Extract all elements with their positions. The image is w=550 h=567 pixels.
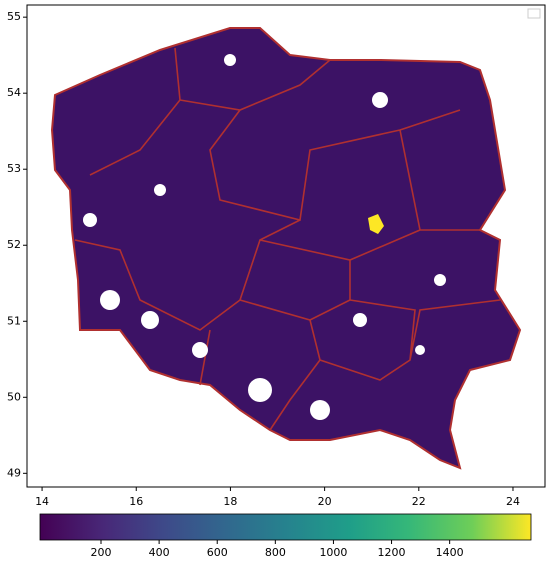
x-tick-label: 18 [223, 495, 237, 508]
y-tick-label: 55 [7, 10, 21, 23]
y-tick-label: 51 [7, 314, 21, 327]
y-tick-label: 49 [7, 466, 21, 479]
y-tick-label: 50 [7, 390, 21, 403]
x-tick-label: 22 [412, 495, 426, 508]
colorbar-tick-label: 1200 [378, 546, 406, 559]
x-tick-label: 24 [506, 495, 520, 508]
country-shape [50, 27, 522, 470]
y-tick-label: 53 [7, 162, 21, 175]
x-tick-label: 16 [129, 495, 143, 508]
highlight-region [368, 214, 384, 234]
colorbar [39, 513, 532, 541]
map [50, 27, 522, 470]
colorbar-tick-label: 1000 [319, 546, 347, 559]
x-tick-label: 14 [35, 495, 49, 508]
y-tick-label: 54 [7, 86, 21, 99]
colorbar-tick-label: 1400 [436, 546, 464, 559]
colorbar-tick-label: 800 [265, 546, 286, 559]
legend-box [527, 8, 541, 19]
colorbar-tick-label: 600 [207, 546, 228, 559]
colorbar-tick-label: 400 [149, 546, 170, 559]
colorbar-tick-label: 200 [91, 546, 112, 559]
y-tick-label: 52 [7, 238, 21, 251]
missing-data-patches [83, 54, 446, 420]
x-tick-label: 20 [318, 495, 332, 508]
plot-frame [26, 4, 546, 488]
region-borders [74, 47, 501, 431]
